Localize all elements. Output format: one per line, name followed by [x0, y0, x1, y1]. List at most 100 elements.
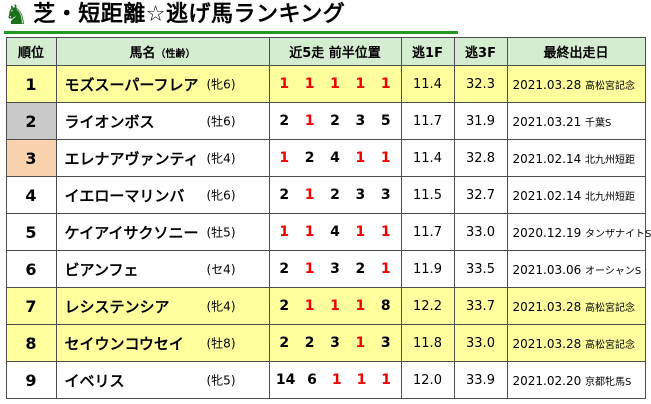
horse-name: セイウンコウセイ: [64, 334, 184, 353]
chess-knight-icon: ♞: [4, 0, 29, 31]
table-row: 9 イベリス (牝5) 14 6 1 1 1 12.0 33.9 2021.02.20 …: [5, 361, 646, 399]
rank-cell: 1: [5, 65, 57, 103]
race-date: 2021.03.21: [512, 114, 582, 129]
position-value: 4: [330, 150, 340, 166]
position-value: 1: [331, 372, 342, 388]
position-value: 1: [380, 76, 391, 92]
horse-name-cell: レシステンシア (牝4): [55, 287, 270, 325]
col-header-3f: 逃3F: [453, 37, 508, 66]
pace-3f-cell: 32.7: [453, 176, 508, 214]
col-header-1f: 逃1F: [400, 37, 455, 66]
header-row: 順位 馬名（性齢） 近5走 前半位置 逃1F 逃3F 最終出走日: [5, 37, 646, 66]
position-value: 1: [330, 76, 340, 92]
col-header-last-race: 最終出走日: [506, 37, 646, 66]
position-value: 1: [330, 298, 340, 314]
position-value: 1: [380, 224, 391, 240]
position-value: 2: [355, 261, 366, 277]
rank-cell: 9: [5, 361, 57, 399]
position-value: 1: [304, 187, 315, 203]
col-header-horse: 馬名（性齢）: [55, 37, 270, 66]
horse-name-cell: ビアンフェ (セ4): [55, 250, 270, 288]
race-date: 2021.02.14: [512, 151, 582, 166]
horse-name-cell: セイウンコウセイ (牡8): [55, 324, 270, 362]
col-header-positions: 近5走 前半位置: [268, 37, 402, 66]
position-value: 2: [330, 113, 340, 129]
position-value: 2: [279, 335, 290, 351]
horse-name: モズスーパーフレア: [64, 75, 199, 94]
position-value: 1: [304, 224, 315, 240]
race-name: オーシャンS: [585, 265, 642, 277]
position-value: 1: [380, 150, 391, 166]
position-value: 1: [355, 224, 366, 240]
horse-name: レシステンシア: [64, 297, 170, 316]
pace-1f-cell: 11.5: [400, 176, 455, 214]
pace-1f-cell: 12.0: [400, 361, 455, 399]
ranking-table: 順位 馬名（性齢） 近5走 前半位置 逃1F 逃3F 最終出走日 1 モズスーパ…: [5, 37, 651, 399]
horse-name-cell: ライオンボス (牡6): [55, 102, 270, 140]
position-value: 3: [355, 113, 366, 129]
horse-name: ライオンボス: [64, 112, 155, 131]
pace-3f-cell: 33.0: [453, 213, 508, 251]
position-value: 1: [355, 335, 366, 351]
last-race-cell: 2021.03.06 オーシャンS: [506, 250, 646, 288]
race-name: 北九州短距: [585, 154, 636, 166]
rank-cell: 3: [5, 139, 57, 177]
position-value: 1: [304, 113, 315, 129]
pace-1f-cell: 11.7: [400, 213, 455, 251]
horse-name: エレナアヴァンティ: [64, 149, 199, 168]
position-value: 1: [356, 372, 367, 388]
position-value: 6: [307, 372, 317, 388]
last-race-cell: 2021.03.28 高松宮記念: [506, 324, 646, 362]
race-date: 2021.02.20: [512, 373, 582, 388]
race-name: 高松宮記念: [585, 339, 636, 351]
last-race-cell: 2021.03.21 千葉S: [506, 102, 646, 140]
position-value: 3: [330, 261, 340, 277]
position-value: 14: [275, 372, 296, 388]
rank-cell: 4: [5, 176, 57, 214]
col-header-horse-label: 馬名: [129, 46, 156, 61]
horse-name: ケイアイサクソニー: [64, 223, 199, 242]
horse-sex-age: (牝6): [206, 188, 236, 203]
race-date: 2021.03.06: [512, 262, 582, 277]
position-value: 1: [304, 261, 315, 277]
pace-1f-cell: 11.4: [400, 139, 455, 177]
horse-name: ビアンフェ: [64, 260, 139, 279]
positions-cell: 14 6 1 1 1: [268, 361, 402, 399]
last-race-cell: 2021.03.28 高松宮記念: [506, 65, 646, 103]
position-value: 1: [304, 298, 315, 314]
race-name: 京都牝馬S: [585, 376, 632, 388]
pace-3f-cell: 33.5: [453, 250, 508, 288]
page-title-text: 芝・短距離☆逃げ馬ランキング: [33, 2, 346, 28]
rank-cell: 7: [5, 287, 57, 325]
race-date: 2021.03.28: [512, 299, 582, 314]
rank-cell: 8: [5, 324, 57, 362]
position-value: 1: [355, 150, 366, 166]
horse-sex-age: (牝4): [206, 151, 236, 166]
position-value: 8: [380, 298, 391, 314]
last-race-cell: 2020.12.19 タンザナイトS: [506, 213, 651, 251]
last-race-cell: 2021.02.14 北九州短距: [506, 176, 646, 214]
position-value: 4: [330, 224, 340, 240]
race-date: 2021.03.28: [512, 77, 582, 92]
race-date: 2021.03.28: [512, 336, 582, 351]
position-value: 5: [380, 113, 391, 129]
pace-1f-cell: 11.9: [400, 250, 455, 288]
position-value: 2: [279, 113, 290, 129]
position-value: 2: [330, 187, 340, 203]
horse-name-cell: イエローマリンバ (牝6): [55, 176, 270, 214]
